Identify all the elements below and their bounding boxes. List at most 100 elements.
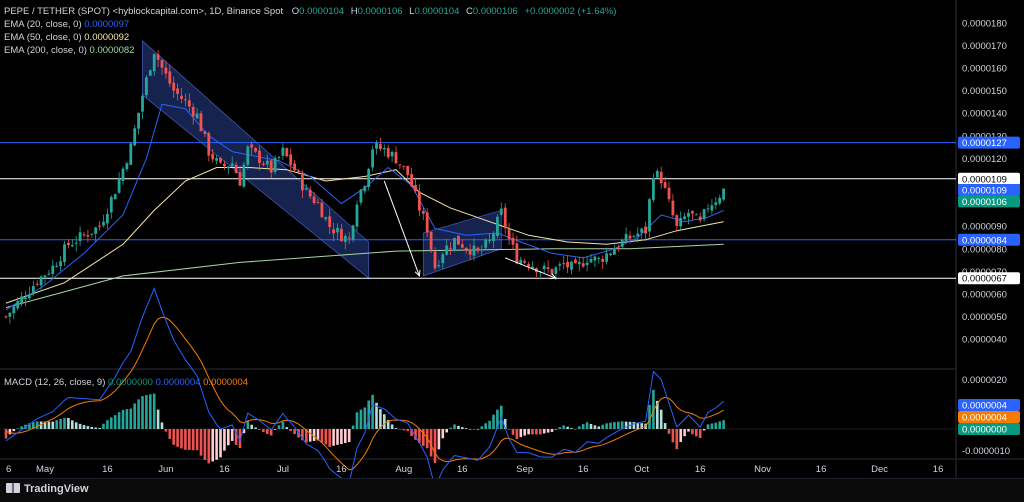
ema50-line	[5, 167, 724, 304]
candle-body	[476, 247, 480, 251]
macd-histogram-bar	[160, 422, 164, 429]
macd-histogram-bar	[464, 428, 468, 429]
candle	[199, 110, 203, 132]
macd-histogram-bar	[74, 422, 78, 429]
candle-body	[63, 244, 66, 263]
candle-body	[156, 54, 160, 60]
candle	[507, 222, 511, 245]
macd-histogram-bar	[410, 429, 413, 436]
candle-body	[137, 112, 140, 129]
candle-body	[503, 207, 507, 229]
macd-histogram-bar	[718, 421, 721, 429]
time-tick-label: Dec	[871, 464, 888, 475]
candle	[589, 253, 593, 264]
channel-layer	[142, 40, 502, 280]
candle	[585, 256, 589, 272]
candle-body	[581, 263, 585, 267]
candle-body	[106, 214, 109, 224]
candle-body	[70, 244, 74, 247]
candle-body	[67, 242, 70, 246]
candle-body	[351, 225, 355, 240]
candle	[441, 252, 445, 269]
time-axis[interactable]: 6 May 16 Jun 16 Jul 16 Aug 16 Sep 16 Oct 16 Nov 16 Dec 1…	[6, 464, 943, 475]
candle	[238, 165, 242, 186]
footer-bar: TradingView	[0, 478, 1024, 502]
macd-legend[interactable]: MACD (12, 26, close, 9) 0.0000000 0.0000…	[4, 377, 248, 389]
candle	[460, 239, 464, 249]
price-axis[interactable]: 0.0000180 0.0000170 0.0000160 0.0000150 0.00…	[958, 18, 1020, 457]
candle	[125, 161, 129, 172]
candle	[382, 144, 386, 157]
candle	[636, 227, 640, 243]
candle	[148, 69, 152, 77]
ema50-legend[interactable]: EMA (50, close, 0) 0.0000092	[4, 32, 129, 44]
candle-body	[464, 247, 468, 250]
candle	[410, 167, 413, 188]
macd-histogram-bar	[597, 426, 601, 429]
candle-body	[382, 147, 386, 150]
candle	[67, 239, 70, 249]
time-tick-label: 6	[6, 464, 11, 475]
macd-histogram-bar	[566, 426, 569, 429]
macd-histogram-bar	[609, 422, 612, 429]
macd-histogram-bar	[289, 429, 292, 431]
macd-histogram-bar	[121, 409, 125, 429]
macd-badge-0: 0.0000004	[958, 399, 1020, 412]
price-badge-text: 0.0000067	[962, 274, 1007, 285]
macd-badge-bg	[958, 411, 1020, 423]
ohlc-open-label: O	[291, 6, 300, 17]
candle	[35, 280, 39, 287]
candle-body	[125, 163, 129, 170]
ema20-legend[interactable]: EMA (20, close, 0) 0.0000097	[4, 19, 129, 31]
tradingview-logo[interactable]: TradingView	[6, 483, 89, 495]
macd-histogram-bar	[238, 429, 242, 449]
candle	[706, 204, 710, 213]
candle-body	[86, 235, 90, 237]
candle	[355, 200, 359, 231]
macd-line-value: 0.0000004	[155, 377, 201, 388]
macd-histogram-bar	[722, 420, 725, 429]
candle	[277, 155, 281, 161]
candle-body	[47, 273, 51, 275]
macd-histogram-bar	[145, 395, 148, 429]
candle	[472, 238, 476, 261]
price-badge-bg	[958, 136, 1020, 149]
macd-histogram-bar	[695, 429, 698, 437]
candle-body	[359, 189, 363, 203]
price-badge-text: 0.0000109	[962, 174, 1007, 185]
macd-histogram-bar	[125, 409, 129, 429]
price-tick-label: 0.0000140	[962, 109, 1007, 120]
macd-histogram-bar	[12, 429, 16, 432]
candle	[527, 261, 530, 271]
candle	[616, 244, 620, 252]
candle	[191, 103, 195, 125]
macd-histogram-bar	[355, 412, 359, 429]
macd-histogram-bar	[605, 423, 608, 429]
candle	[628, 231, 632, 244]
macd-histogram-bar	[340, 429, 343, 445]
candle-body	[659, 171, 663, 184]
candle-body	[609, 253, 612, 256]
ema200-legend[interactable]: EMA (200, close, 0) 0.0000082	[4, 45, 134, 57]
candle	[367, 168, 371, 191]
candle-body	[484, 239, 488, 248]
macd-histogram-bar	[133, 403, 136, 429]
candle-body	[410, 174, 413, 187]
candle-body	[109, 197, 113, 213]
candle	[106, 208, 109, 229]
macd-histogram-bar	[386, 419, 390, 429]
candle	[437, 260, 441, 269]
price-tick-label: 0.0000080	[962, 244, 1007, 255]
candle-body	[129, 143, 133, 165]
candle-body	[577, 261, 581, 265]
macd-histogram-bar	[234, 429, 238, 445]
candle-body	[601, 258, 605, 262]
macd-histogram-bar	[363, 407, 367, 429]
macd-label: MACD (12, 26, close, 9)	[4, 377, 106, 388]
macd-histogram-bar	[636, 422, 640, 429]
macd-histogram-bar	[227, 429, 230, 446]
candle	[499, 202, 503, 217]
candle	[340, 223, 343, 242]
macd-histogram-bar	[613, 422, 616, 429]
